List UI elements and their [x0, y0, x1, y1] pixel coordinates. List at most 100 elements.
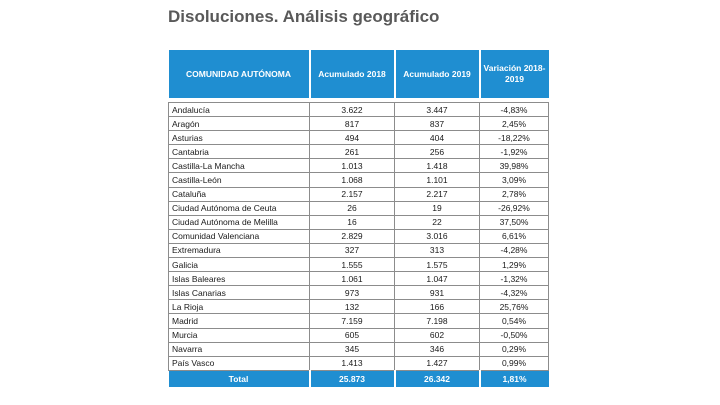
cell-acumulado-2019: 2.217 [394, 186, 480, 202]
cell-acumulado-2019: 1.575 [394, 257, 480, 273]
cell-comunidad: Navarra [168, 341, 310, 357]
cell-variacion: -1,32% [479, 271, 549, 287]
cell-acumulado-2018: 1.413 [309, 355, 395, 371]
table-row: Ciudad Autónoma de Ceuta 26 19 -26,92% [168, 200, 549, 216]
cell-acumulado-2019: 837 [394, 116, 480, 132]
cell-comunidad: Castilla-La Mancha [168, 158, 310, 174]
cell-comunidad: Madrid [168, 313, 310, 329]
cell-acumulado-2018: 26 [309, 200, 395, 216]
cell-comunidad: Cataluña [168, 186, 310, 202]
cell-comunidad: Asturias [168, 130, 310, 146]
cell-comunidad: País Vasco [168, 355, 310, 371]
cell-comunidad: Ciudad Autónoma de Melilla [168, 214, 310, 230]
header-variacion-label: Variación 2018-2019 [483, 63, 546, 84]
table-row: La Rioja 132 166 25,76% [168, 299, 549, 315]
cell-acumulado-2018: 1.013 [309, 158, 395, 174]
cell-variacion: 25,76% [479, 299, 549, 315]
cell-variacion: 0,54% [479, 313, 549, 329]
cell-variacion: -1,92% [479, 144, 549, 160]
cell-comunidad: Extremadura [168, 242, 310, 259]
cell-variacion: -26,92% [479, 200, 549, 216]
cell-comunidad: La Rioja [168, 299, 310, 315]
cell-comunidad: Murcia [168, 327, 310, 343]
cell-acumulado-2018: 1.555 [309, 257, 395, 273]
table-row: Murcia 605 602 -0,50% [168, 327, 549, 343]
cell-acumulado-2019: 3.447 [394, 101, 480, 118]
disoluciones-table: COMUNIDAD AUTÓNOMA Acumulado 2018 Acumul… [168, 50, 549, 387]
cell-comunidad: Comunidad Valenciana [168, 228, 310, 244]
cell-acumulado-2018: 2.157 [309, 186, 395, 202]
cell-comunidad: Islas Baleares [168, 271, 310, 287]
cell-acumulado-2018: 494 [309, 130, 395, 146]
table-row: Islas Baleares 1.061 1.047 -1,32% [168, 271, 549, 287]
table-row: Extremadura 327 313 -4,28% [168, 242, 549, 259]
cell-acumulado-2018: 16 [309, 214, 395, 230]
table-row: Comunidad Valenciana 2.829 3.016 6,61% [168, 228, 549, 244]
cell-acumulado-2018: 605 [309, 327, 395, 343]
total-row: Total 25.873 26.342 1,81% [168, 370, 549, 387]
cell-acumulado-2019: 3.016 [394, 228, 480, 244]
cell-variacion: 0,29% [479, 341, 549, 357]
header-variacion: Variación 2018-2019 [478, 50, 549, 98]
table-row: Castilla-La Mancha 1.013 1.418 39,98% [168, 158, 549, 174]
cell-comunidad: Islas Canarias [168, 285, 310, 301]
table-row: Cantabria 261 256 -1,92% [168, 144, 549, 160]
cell-acumulado-2019: 1.101 [394, 172, 480, 188]
table-row: Aragón 817 837 2,45% [168, 116, 549, 132]
cell-comunidad: Galicia [168, 257, 310, 273]
cell-variacion: -18,22% [479, 130, 549, 146]
total-2018: 25.873 [308, 370, 396, 387]
cell-acumulado-2018: 3.622 [309, 101, 395, 118]
cell-acumulado-2019: 19 [394, 200, 480, 216]
page-title: Disoluciones. Análisis geográfico [168, 7, 440, 26]
cell-acumulado-2019: 166 [394, 299, 480, 315]
cell-acumulado-2019: 256 [394, 144, 480, 160]
table-row: Asturias 494 404 -18,22% [168, 130, 549, 146]
table-row: País Vasco 1.413 1.427 0,99% [168, 355, 549, 371]
cell-acumulado-2018: 973 [309, 285, 395, 301]
cell-variacion: 1,29% [479, 257, 549, 273]
cell-variacion: -4,32% [479, 285, 549, 301]
table-row: Andalucía 3.622 3.447 -4,83% [168, 101, 549, 118]
cell-acumulado-2018: 1.061 [309, 271, 395, 287]
cell-comunidad: Ciudad Autónoma de Ceuta [168, 200, 310, 216]
header-acumulado-2018: Acumulado 2018 [308, 50, 396, 98]
cell-variacion: 39,98% [479, 158, 549, 174]
cell-acumulado-2018: 261 [309, 144, 395, 160]
cell-acumulado-2019: 404 [394, 130, 480, 146]
header-comunidad: COMUNIDAD AUTÓNOMA [168, 50, 311, 98]
cell-acumulado-2018: 345 [309, 341, 395, 357]
header-acumulado-2019: Acumulado 2019 [393, 50, 481, 98]
total-label: Total [168, 370, 311, 387]
cell-comunidad: Andalucía [168, 101, 310, 118]
table-row: Galicia 1.555 1.575 1,29% [168, 257, 549, 273]
table-row: Cataluña 2.157 2.217 2,78% [168, 186, 549, 202]
cell-acumulado-2019: 346 [394, 341, 480, 357]
cell-acumulado-2019: 1.047 [394, 271, 480, 287]
cell-variacion: 0,99% [479, 355, 549, 371]
total-variacion: 1,81% [478, 370, 549, 387]
cell-acumulado-2019: 602 [394, 327, 480, 343]
cell-acumulado-2019: 931 [394, 285, 480, 301]
cell-acumulado-2019: 7.198 [394, 313, 480, 329]
cell-acumulado-2019: 313 [394, 242, 480, 259]
cell-acumulado-2019: 22 [394, 214, 480, 230]
cell-acumulado-2018: 2.829 [309, 228, 395, 244]
cell-variacion: -0,50% [479, 327, 549, 343]
cell-acumulado-2018: 327 [309, 242, 395, 259]
cell-variacion: -4,28% [479, 242, 549, 259]
table-row: Islas Canarias 973 931 -4,32% [168, 285, 549, 301]
cell-comunidad: Castilla-León [168, 172, 310, 188]
cell-comunidad: Aragón [168, 116, 310, 132]
cell-variacion: 3,09% [479, 172, 549, 188]
cell-variacion: 2,45% [479, 116, 549, 132]
cell-variacion: 2,78% [479, 186, 549, 202]
table-row: Castilla-León 1.068 1.101 3,09% [168, 172, 549, 188]
table-header-row: COMUNIDAD AUTÓNOMA Acumulado 2018 Acumul… [168, 50, 549, 98]
cell-acumulado-2018: 132 [309, 299, 395, 315]
cell-acumulado-2019: 1.418 [394, 158, 480, 174]
table-row: Ciudad Autónoma de Melilla 16 22 37,50% [168, 214, 549, 230]
table-row: Madrid 7.159 7.198 0,54% [168, 313, 549, 329]
total-2019: 26.342 [393, 370, 481, 387]
cell-variacion: -4,83% [479, 101, 549, 118]
